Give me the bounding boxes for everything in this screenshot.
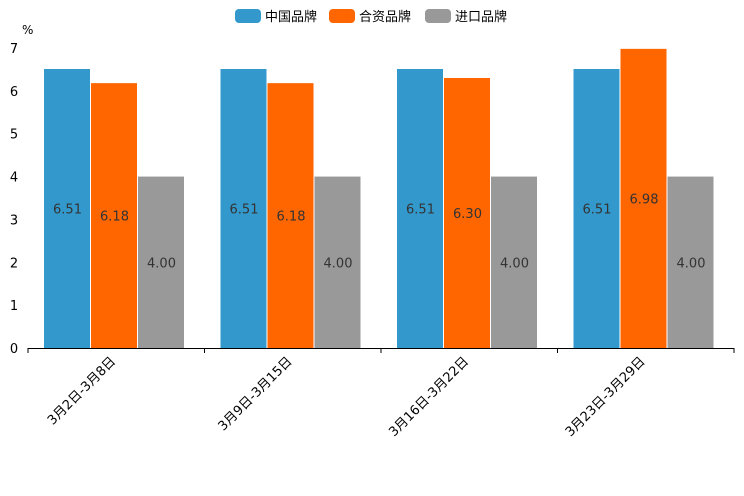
data-label: 6.18 bbox=[277, 210, 306, 225]
bar bbox=[267, 83, 314, 349]
bar bbox=[444, 78, 490, 348]
bar bbox=[491, 176, 537, 348]
y-axis-unit-label: % bbox=[22, 23, 33, 37]
bar bbox=[44, 69, 90, 348]
bar bbox=[138, 176, 184, 348]
y-axis: 0 1 2 3 4 5 6 7 bbox=[10, 42, 18, 357]
bar bbox=[91, 83, 137, 349]
x-tick-label: 3月16日-3月22日 bbox=[386, 354, 472, 440]
bar bbox=[620, 48, 667, 348]
data-label: 4.00 bbox=[147, 256, 176, 271]
y-tick-label: 6 bbox=[10, 85, 18, 100]
bar bbox=[573, 69, 620, 348]
y-tick-label: 0 bbox=[10, 342, 18, 357]
data-label: 4.00 bbox=[500, 256, 529, 271]
bar bbox=[314, 176, 361, 348]
data-label: 6.98 bbox=[630, 192, 659, 207]
legend-item[interactable]: 合资品牌 bbox=[329, 9, 411, 25]
data-label: 6.51 bbox=[53, 203, 82, 218]
bars bbox=[44, 48, 714, 349]
x-axis: 3月2日-3月8日 3月9日-3月15日 3月16日-3月22日 3月23日-3月29… bbox=[27, 348, 735, 440]
y-tick-label: 1 bbox=[10, 299, 18, 314]
legend[interactable]: 中国品牌 合资品牌 进口品牌 bbox=[235, 9, 507, 25]
legend-item[interactable]: 中国品牌 bbox=[235, 9, 317, 25]
legend-label: 进口品牌 bbox=[455, 9, 507, 25]
bar bbox=[667, 176, 714, 348]
data-label: 6.30 bbox=[453, 207, 482, 222]
data-label: 4.00 bbox=[677, 256, 706, 271]
data-label: 6.51 bbox=[583, 203, 612, 218]
legend-item[interactable]: 进口品牌 bbox=[425, 9, 507, 25]
y-tick-label: 7 bbox=[10, 42, 18, 57]
legend-label: 合资品牌 bbox=[359, 9, 411, 25]
y-tick-label: 5 bbox=[10, 128, 18, 143]
legend-swatch bbox=[235, 9, 261, 23]
bar bbox=[397, 69, 443, 348]
y-tick-label: 2 bbox=[10, 256, 18, 271]
data-label: 4.00 bbox=[324, 256, 353, 271]
y-tick-label: 4 bbox=[10, 171, 18, 186]
data-label: 6.51 bbox=[406, 203, 435, 218]
x-tick-label: 3月23日-3月29日 bbox=[563, 354, 649, 440]
data-label: 6.51 bbox=[230, 203, 259, 218]
legend-label: 中国品牌 bbox=[265, 9, 317, 25]
legend-swatch bbox=[425, 9, 451, 23]
data-label: 6.18 bbox=[100, 210, 129, 225]
y-tick-label: 3 bbox=[10, 213, 18, 228]
bar bbox=[220, 69, 267, 348]
x-tick-label: 3月9日-3月15日 bbox=[216, 354, 296, 434]
legend-swatch bbox=[329, 9, 355, 23]
data-labels: 6.51 6.18 4.00 6.51 6.18 4.00 6.51 6.30 4.00 6.51… bbox=[53, 192, 705, 271]
x-tick-label: 3月2日-3月8日 bbox=[45, 354, 119, 428]
